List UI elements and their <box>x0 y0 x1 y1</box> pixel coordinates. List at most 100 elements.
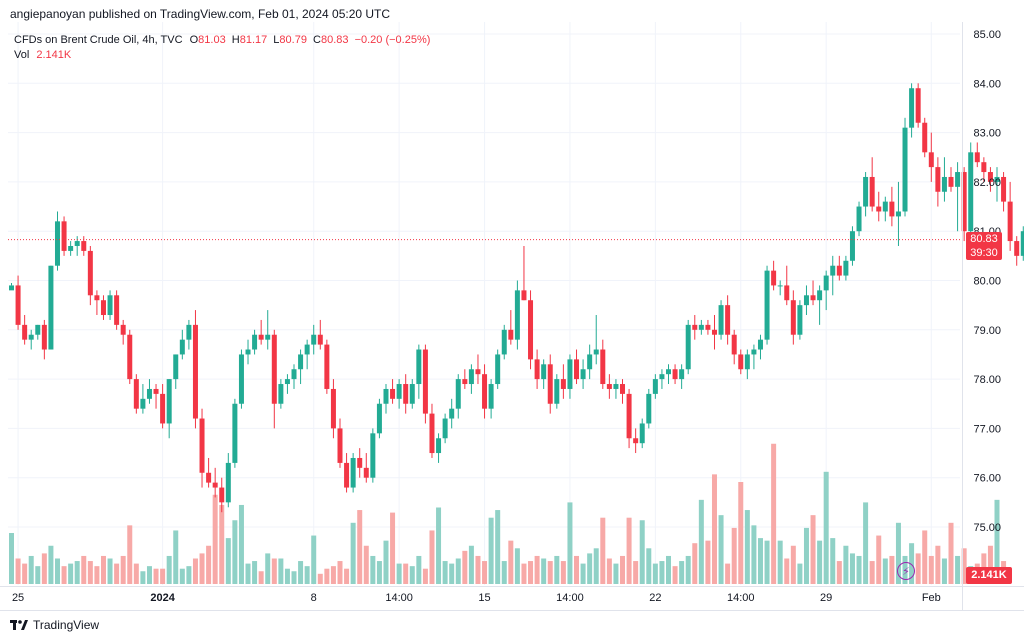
candle-body <box>15 285 21 325</box>
volume-bar <box>396 563 402 584</box>
candle <box>692 315 698 340</box>
candle-body <box>863 176 869 207</box>
volume-bar <box>271 558 277 584</box>
volume-bar <box>475 555 481 584</box>
candle-body <box>941 176 947 192</box>
volume-bar <box>317 573 323 584</box>
legend-high-label: H <box>231 34 240 46</box>
candle <box>199 408 205 488</box>
candle-body <box>698 324 704 330</box>
candle-body <box>61 221 67 251</box>
volume-bar <box>698 499 704 584</box>
volume-bar <box>436 507 442 584</box>
lightning-icon[interactable]: ⚡ <box>897 562 915 580</box>
y-tick-label: 79.00 <box>973 325 1001 337</box>
volume-bar <box>35 566 41 584</box>
candle-body <box>114 295 120 325</box>
candle-body <box>429 413 435 454</box>
volume-bar <box>160 568 166 584</box>
candle-body <box>718 305 724 335</box>
volume-bar <box>442 561 448 584</box>
candle <box>652 374 658 399</box>
candle <box>830 255 836 296</box>
candle <box>620 379 626 404</box>
bar-countdown: 39:30 <box>970 247 998 259</box>
volume-bar <box>232 520 238 584</box>
candle-body <box>626 393 632 439</box>
volume-bar <box>199 553 205 584</box>
volume-bar <box>252 561 258 584</box>
candle <box>409 379 415 409</box>
candle <box>475 354 481 385</box>
candle-body <box>225 462 231 503</box>
candle-body <box>803 295 809 306</box>
candle-body <box>304 344 310 355</box>
candle-body <box>1014 241 1020 256</box>
candle <box>396 379 402 409</box>
volume-bar <box>508 540 514 584</box>
footer-brand-text: TradingView <box>33 618 100 632</box>
candle <box>363 453 369 483</box>
volume-bar <box>219 504 225 584</box>
candle-body <box>370 433 376 478</box>
candle <box>698 319 704 335</box>
candle-body <box>751 349 757 355</box>
candle <box>107 290 113 320</box>
volume-bar <box>324 568 330 584</box>
candle <box>28 329 34 350</box>
candle <box>856 201 862 237</box>
x-tick-label: 14:00 <box>556 592 584 604</box>
candle-body <box>994 176 1000 182</box>
candle-body <box>574 359 580 380</box>
candle <box>554 374 560 409</box>
volume-bar <box>94 566 100 584</box>
candle-body <box>810 295 816 301</box>
candle-body <box>987 172 993 182</box>
candle-body <box>580 369 586 380</box>
volume-bar <box>284 568 290 584</box>
volume-bar <box>705 540 711 584</box>
candle-body <box>409 384 415 404</box>
candle <box>1020 226 1024 261</box>
candle <box>383 384 389 414</box>
candle <box>777 280 783 296</box>
candle <box>797 300 803 340</box>
candle-body <box>54 221 60 266</box>
candle <box>751 344 757 370</box>
candle <box>915 83 921 128</box>
legend-vol-value: 2.141K <box>36 49 72 61</box>
candle-body <box>100 300 106 316</box>
volume-bar <box>422 568 428 584</box>
candle <box>422 344 428 424</box>
legend-vol-label: Vol <box>14 49 30 61</box>
candle-body <box>357 457 363 468</box>
candle-body <box>107 295 113 316</box>
volume-bar <box>383 540 389 584</box>
candle-body <box>133 379 139 409</box>
volume-bar <box>869 561 875 584</box>
candle-body <box>843 260 849 276</box>
volume-bar <box>672 566 678 584</box>
x-tick-label: 2024 <box>150 592 175 604</box>
legend-volume-row: Vol 2.141K <box>14 48 430 63</box>
candle <box>317 319 323 350</box>
candle <box>705 319 711 335</box>
candle <box>955 162 961 232</box>
candle <box>948 167 954 192</box>
y-tick-label: 75.00 <box>973 522 1001 534</box>
chart-legend: CFDs on Brent Crude Oil, 4h, TVC O81.03 … <box>14 33 430 63</box>
volume-bar <box>179 568 185 584</box>
candle <box>567 354 573 399</box>
candle-body <box>238 354 244 404</box>
candle-body <box>396 384 402 399</box>
candle-body <box>271 334 277 404</box>
candle-body <box>554 379 560 404</box>
volume-bar <box>895 522 901 584</box>
candle-body <box>74 241 80 246</box>
candle-body <box>639 423 645 444</box>
candle-body <box>606 384 612 389</box>
candle-body <box>882 201 888 212</box>
x-tick-label: 14:00 <box>727 592 755 604</box>
volume-bar <box>928 555 934 584</box>
